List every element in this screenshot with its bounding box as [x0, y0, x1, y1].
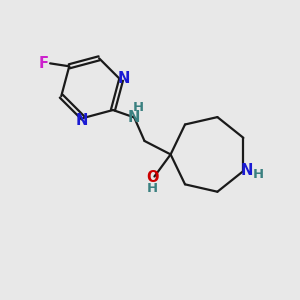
Text: N: N	[241, 163, 253, 178]
Text: N: N	[75, 113, 88, 128]
Text: N: N	[128, 110, 140, 125]
Text: H: H	[133, 100, 144, 114]
Text: O: O	[146, 170, 158, 185]
Text: F: F	[39, 56, 49, 71]
Text: N: N	[118, 71, 130, 86]
Text: H: H	[146, 182, 158, 195]
Text: H: H	[253, 168, 264, 181]
